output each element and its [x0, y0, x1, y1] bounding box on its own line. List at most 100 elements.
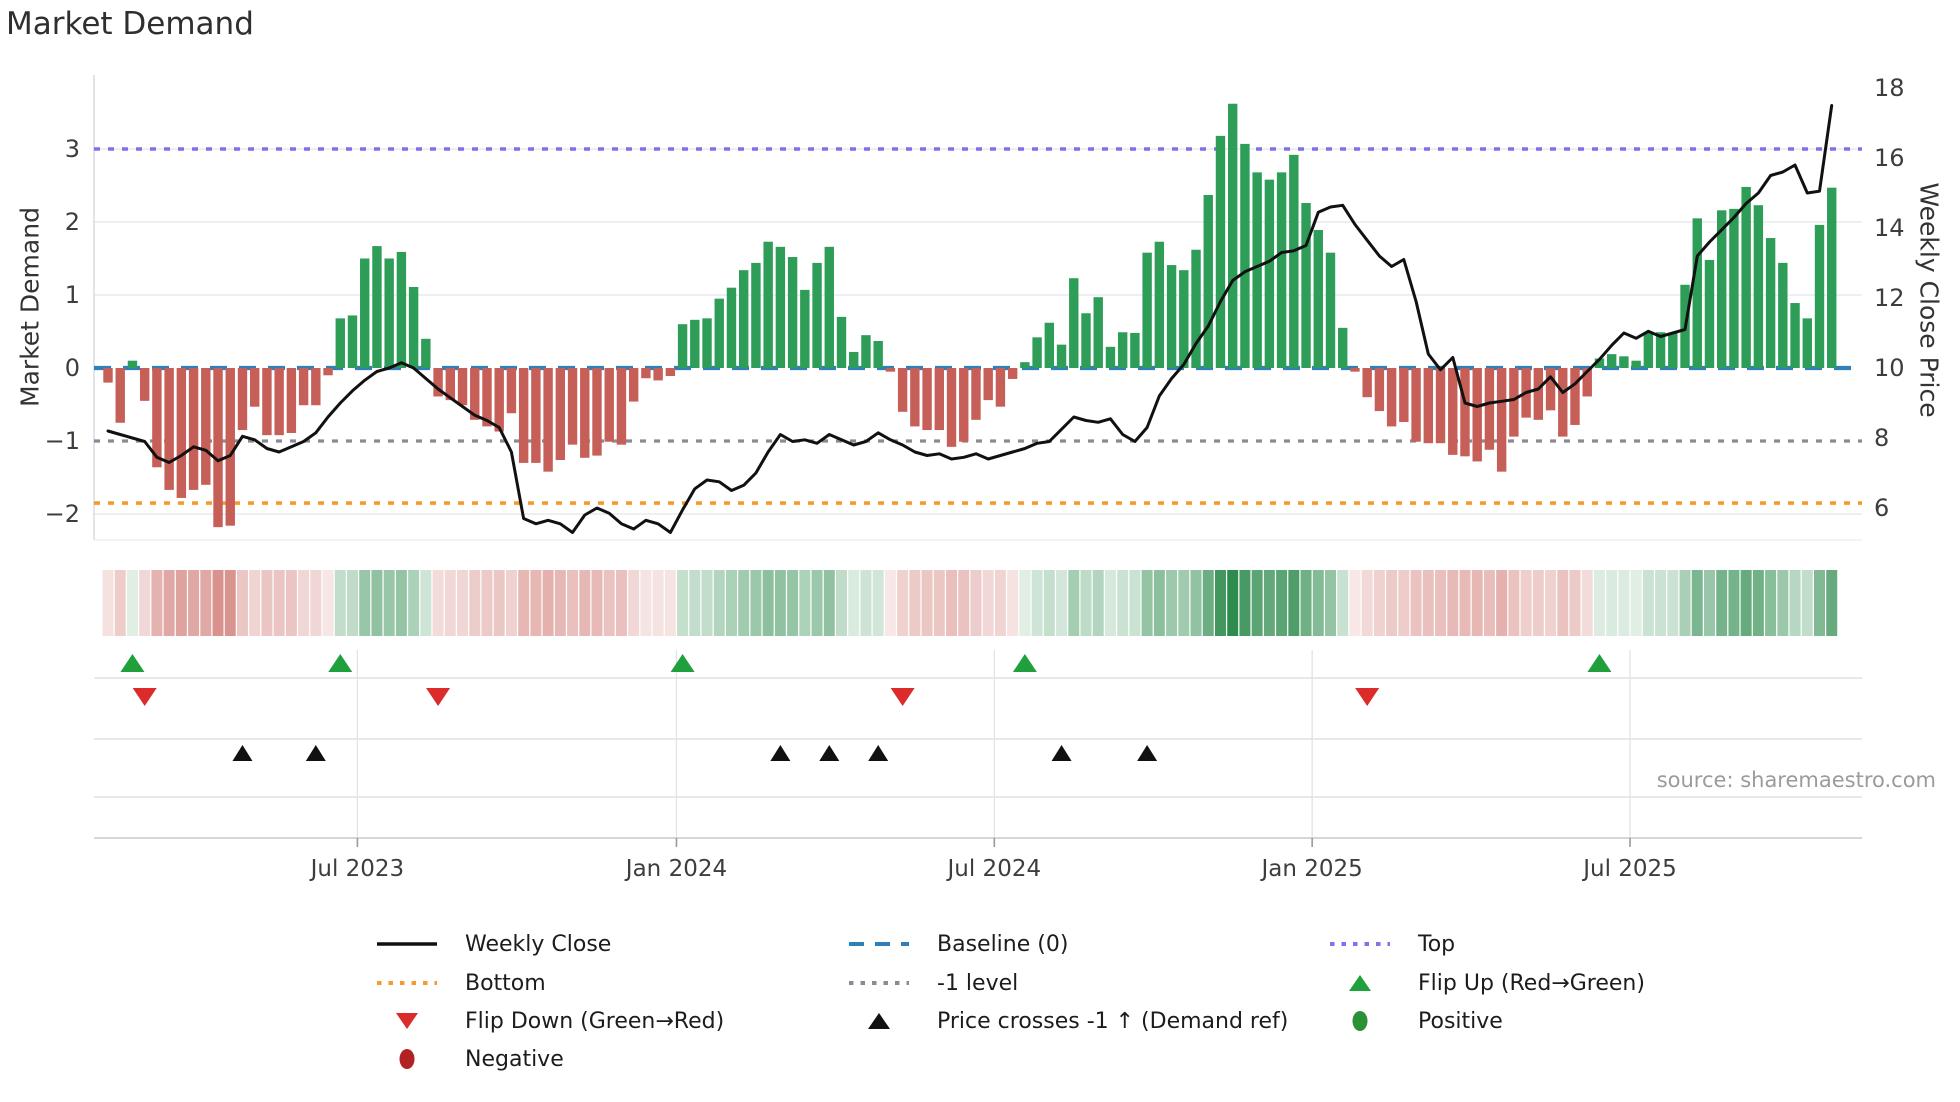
heatmap-cell: [102, 570, 114, 636]
demand-bar-positive: [1203, 194, 1213, 368]
source-note: source: sharemaestro.com: [1656, 768, 1936, 792]
heatmap-cell: [457, 570, 469, 636]
heatmap-cell: [1483, 570, 1495, 636]
demand-bar-negative: [983, 368, 993, 401]
heatmap-cell: [897, 570, 909, 636]
heatmap-cell: [603, 570, 615, 636]
demand-bar-positive: [677, 324, 688, 368]
demand-bar-negative: [1350, 368, 1360, 372]
demand-bar-negative: [1448, 368, 1458, 455]
svg-text:6: 6: [1874, 494, 1889, 522]
heatmap-cell: [1092, 570, 1104, 636]
heatmap-cell: [1593, 570, 1605, 636]
heatmap-cell: [1214, 570, 1226, 636]
heatmap-cell: [505, 570, 517, 636]
demand-bar-negative: [237, 368, 248, 431]
demand-bar-positive: [1827, 187, 1837, 368]
heatmap-cell: [1056, 570, 1068, 636]
flip-down-marker: [132, 688, 157, 706]
heatmap-cell: [1117, 570, 1129, 636]
heatmap-cell: [713, 570, 725, 636]
heatmap-cell: [567, 570, 579, 636]
demand-bar-negative: [213, 368, 223, 528]
heatmap-cell: [725, 570, 737, 636]
heatmap-cell: [701, 570, 713, 636]
heatmap-cell: [432, 570, 444, 636]
demand-bar-positive: [347, 315, 358, 368]
heatmap-cell: [1801, 570, 1813, 636]
demand-bar-positive: [739, 270, 749, 368]
heatmap-cell: [591, 570, 603, 636]
heatmap-cell: [1765, 570, 1777, 636]
heatmap-cell: [1422, 570, 1434, 636]
demand-bar-positive: [1668, 332, 1678, 368]
heatmap-cell: [946, 570, 958, 636]
demand-bar-negative: [188, 368, 199, 490]
svg-text:10: 10: [1874, 354, 1905, 382]
heatmap-cell: [1435, 570, 1447, 636]
flip-up-marker: [1587, 654, 1612, 672]
svg-text:0: 0: [65, 354, 80, 382]
heatmap-cell: [1080, 570, 1092, 636]
demand-bar-positive: [1240, 143, 1250, 368]
flip-up-marker: [328, 654, 353, 672]
heatmap-cell: [212, 570, 224, 636]
demand-bar-negative: [604, 368, 614, 442]
flip-down-markers: [132, 688, 1380, 706]
heatmap-cell: [1300, 570, 1312, 636]
demand-bar-positive: [1741, 186, 1751, 368]
heatmap-cell: [273, 570, 285, 636]
demand-bar-positive: [1338, 327, 1348, 368]
heatmap-cell: [310, 570, 322, 636]
flip-up-marker: [670, 654, 695, 672]
heatmap-cell: [1520, 570, 1532, 636]
demand-bar-positive: [1056, 344, 1067, 368]
weekly-close-line: [106, 104, 1834, 534]
demand-bar-negative: [152, 368, 162, 468]
heatmap-cell: [261, 570, 273, 636]
heatmap-cell: [1153, 570, 1165, 636]
heatmap-cell: [1227, 570, 1239, 636]
price-cross-marker: [868, 745, 889, 761]
demand-bar-negative: [1399, 368, 1409, 423]
demand-bar-positive: [1301, 203, 1311, 368]
demand-bar-positive: [812, 262, 822, 368]
heatmap-cell: [554, 570, 566, 636]
demand-bar-positive: [1154, 241, 1165, 368]
heatmap-cell: [1141, 570, 1153, 636]
demand-bar-negative: [1533, 368, 1544, 420]
heatmap-cell: [493, 570, 505, 636]
flip-down-marker: [890, 688, 915, 706]
heatmap-cell: [823, 570, 835, 636]
heatmap-cell: [395, 570, 407, 636]
demand-bar-positive: [360, 258, 370, 368]
heatmap-cell: [224, 570, 236, 636]
heatmap-cell: [1288, 570, 1300, 636]
heatmap-cell: [1190, 570, 1202, 636]
heatmap-cell: [285, 570, 297, 636]
heatmap-cell: [347, 570, 358, 636]
heatmap-cell: [994, 570, 1006, 636]
heatmap-cell: [652, 570, 664, 636]
marker-panel: [94, 650, 1862, 838]
demand-bar-negative: [1496, 368, 1507, 472]
heatmap-cell: [175, 570, 187, 636]
demand-bar-positive: [127, 360, 138, 368]
demand-bar-negative: [1582, 368, 1592, 397]
heatmap-cell: [151, 570, 163, 636]
demand-bar-positive: [836, 316, 847, 368]
heatmap-cell: [1569, 570, 1581, 636]
svg-text:12: 12: [1874, 284, 1905, 312]
demand-bar-positive: [787, 257, 798, 368]
demand-bar-positive: [421, 338, 431, 368]
demand-bar-negative: [971, 368, 981, 420]
heatmap-cell: [1337, 570, 1349, 636]
demand-bars: [103, 103, 1837, 528]
demand-bar-positive: [396, 251, 407, 368]
heatmap-cell: [1202, 570, 1214, 636]
heatmap-cell: [322, 570, 334, 636]
demand-bar-positive: [775, 246, 786, 368]
price-cross-marker: [305, 745, 326, 761]
